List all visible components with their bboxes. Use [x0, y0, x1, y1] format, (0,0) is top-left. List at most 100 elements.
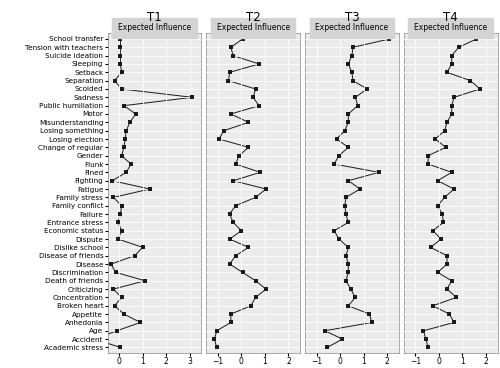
Point [227, 319, 235, 325]
Point [352, 94, 360, 100]
Point [226, 69, 234, 75]
Point [437, 236, 445, 242]
Point [352, 294, 360, 300]
Point [122, 128, 130, 134]
Point [348, 69, 356, 75]
Point [212, 344, 220, 350]
Point [113, 328, 121, 334]
Text: T4: T4 [443, 11, 458, 24]
Point [110, 194, 118, 200]
Point [247, 303, 255, 309]
Point [255, 103, 263, 109]
Point [118, 153, 126, 159]
Point [116, 53, 124, 59]
Point [342, 194, 350, 200]
Point [330, 161, 338, 167]
Point [443, 69, 451, 75]
Point [330, 228, 338, 234]
Point [255, 61, 263, 67]
Point [256, 169, 264, 175]
Point [346, 286, 354, 292]
Point [122, 169, 130, 175]
Point [443, 261, 451, 267]
Point [443, 119, 451, 125]
Text: T2: T2 [246, 11, 260, 24]
Point [118, 86, 126, 92]
Point [224, 78, 232, 84]
Point [454, 45, 462, 50]
Point [344, 119, 352, 125]
Point [116, 211, 124, 217]
Point [229, 53, 237, 59]
Point [354, 103, 362, 109]
Point [226, 236, 234, 242]
Point [210, 336, 218, 342]
Point [252, 86, 260, 92]
Point [335, 153, 343, 159]
Point [442, 144, 450, 150]
Point [226, 261, 234, 267]
Point [368, 319, 376, 325]
Point [118, 294, 126, 300]
Point [120, 103, 128, 109]
Title: Expected Influence: Expected Influence [118, 23, 191, 32]
Point [232, 253, 239, 259]
Point [429, 228, 437, 234]
Point [386, 36, 394, 42]
Point [114, 236, 122, 242]
Point [366, 311, 374, 317]
Point [116, 45, 124, 50]
Point [450, 319, 458, 325]
Point [342, 211, 350, 217]
Point [440, 194, 448, 200]
Point [235, 153, 243, 159]
Point [363, 86, 371, 92]
Point [429, 303, 437, 309]
Point [138, 244, 146, 250]
Point [121, 136, 129, 142]
Point [420, 328, 428, 334]
Point [112, 269, 120, 275]
Point [472, 36, 480, 42]
Point [344, 244, 352, 250]
Point [342, 253, 350, 259]
Point [448, 111, 456, 117]
Point [424, 153, 432, 159]
Point [244, 144, 252, 150]
Point [146, 186, 154, 192]
Point [232, 203, 239, 209]
Point [212, 328, 220, 334]
Point [90, 336, 98, 342]
Point [220, 128, 228, 134]
Point [116, 36, 124, 42]
Point [434, 269, 442, 275]
Point [116, 61, 124, 67]
Point [344, 144, 352, 150]
Point [448, 53, 456, 59]
Point [335, 236, 343, 242]
Point [249, 94, 257, 100]
Point [227, 311, 235, 317]
Point [450, 94, 458, 100]
Point [118, 203, 126, 209]
Point [252, 194, 260, 200]
Point [344, 303, 352, 309]
Point [448, 103, 456, 109]
Point [120, 311, 128, 317]
Point [342, 278, 350, 284]
Point [262, 186, 270, 192]
Point [438, 211, 446, 217]
Point [141, 278, 149, 284]
Point [349, 45, 357, 50]
Point [116, 344, 124, 350]
Point [443, 286, 451, 292]
Point [226, 211, 234, 217]
Title: Expected Influence: Expected Influence [316, 23, 388, 32]
Point [431, 136, 439, 142]
Point [344, 178, 352, 184]
Point [321, 328, 329, 334]
Point [356, 186, 364, 192]
Point [244, 244, 252, 250]
Point [344, 61, 352, 67]
Point [252, 278, 260, 284]
